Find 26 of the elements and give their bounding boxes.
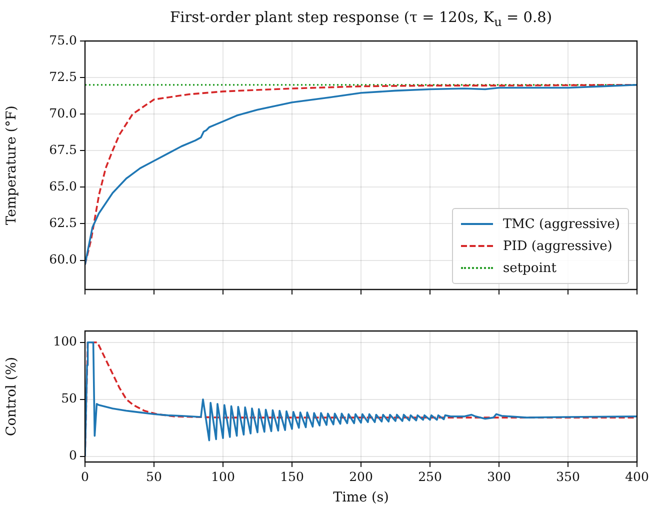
y-axis-title: Temperature (°F) — [4, 106, 20, 225]
x-tick-label: 100 — [211, 468, 235, 484]
y-tick-label: 60.0 — [49, 252, 78, 267]
y-tick-label: 72.5 — [49, 68, 77, 84]
x-tick-label: 250 — [418, 468, 442, 484]
x-tick-label: 350 — [556, 468, 580, 484]
y-tick-label: 65.0 — [49, 178, 78, 194]
y-tick-label: 75.0 — [49, 32, 78, 48]
y-axis-title: Control (%) — [4, 356, 20, 436]
legend-label: setpoint — [502, 260, 556, 276]
y-tick-label: 67.5 — [49, 142, 77, 157]
legend-label: PID (aggressive) — [502, 238, 612, 254]
y-tick-label: 50 — [61, 390, 78, 406]
x-tick-label: 400 — [625, 468, 649, 484]
x-tick-label: 200 — [349, 468, 373, 484]
y-tick-label: 62.5 — [49, 214, 77, 230]
chart-title: First-order plant step response (τ = 120s, K$_{u}$ = 0.8) — [169, 10, 553, 29]
y-tick-label: 0 — [69, 448, 78, 463]
x-tick-label: 50 — [146, 468, 162, 484]
x-tick-label: 300 — [487, 468, 511, 484]
x-axis-title: Time (s) — [333, 489, 389, 506]
x-tick-label: 150 — [280, 468, 304, 484]
y-tick-label: 100 — [53, 334, 78, 349]
y-tick-label: 70.0 — [49, 105, 78, 120]
x-tick-label: 0 — [81, 468, 90, 484]
legend-label: TMC (aggressive) — [502, 216, 620, 232]
